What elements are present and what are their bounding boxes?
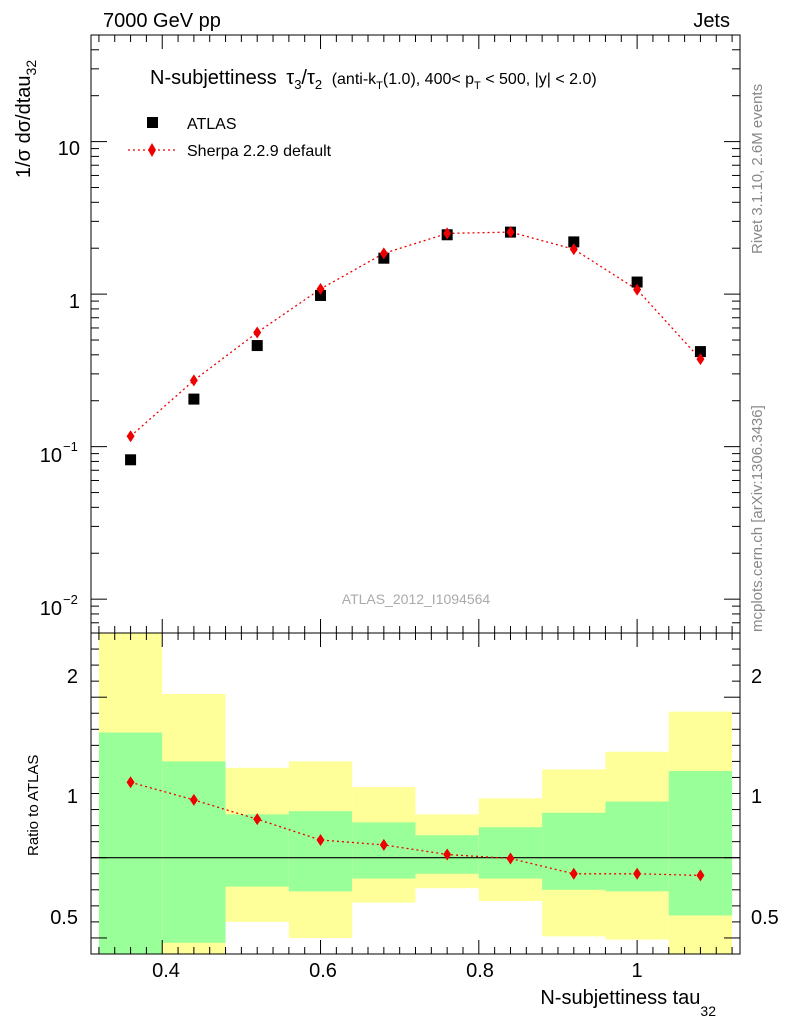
sherpa-point — [126, 430, 135, 443]
main-ticks — [91, 34, 740, 634]
ytick-label-0.01-exp: −2 — [63, 592, 78, 607]
ratio-ylabel: Ratio to ATLAS — [25, 755, 42, 856]
sherpa-line — [130, 231, 701, 437]
ratio-sherpa-point — [189, 793, 198, 806]
ytick-label-0.01-base: 10 — [40, 598, 62, 620]
ratio-ytick-2-right: 2 — [751, 666, 762, 688]
ratio-sherpa-point — [316, 834, 325, 847]
main-panel: 10 1 10 −1 10 −2 1/σ dσ/dtau32 N-subjett… — [13, 34, 741, 634]
atlas-point — [315, 289, 327, 301]
atlas-points — [125, 226, 706, 466]
chart-title: N-subjettiness τ3/τ2 (anti-kT(1.0), 400<… — [150, 67, 597, 94]
ratio-sherpa-point — [633, 867, 642, 880]
ratio-sherpa-point — [696, 869, 705, 882]
ratio-sherpa-points — [126, 776, 705, 882]
ratio-sherpa-point — [506, 852, 515, 865]
atlas-point — [125, 454, 137, 466]
ratio-inner-band — [225, 814, 289, 887]
sherpa-point — [316, 283, 325, 296]
ratio-inner-band — [98, 732, 163, 954]
ratio-sherpa-point — [126, 776, 135, 789]
analysis-watermark: ATLAS_2012_I1094564 — [342, 591, 491, 607]
ytick-label-0.1-base: 10 — [40, 445, 62, 467]
ratio-ytick-1-right: 1 — [751, 786, 762, 808]
ratio-sherpa-point — [569, 867, 578, 880]
main-ylabel: 1/σ dσ/dtau32 — [13, 60, 39, 178]
legend-sherpa-label: Sherpa 2.2.9 default — [187, 143, 332, 160]
ratio-inner-band — [288, 811, 353, 892]
ytick-label-0.1-exp: −1 — [63, 439, 78, 454]
atlas-point — [631, 276, 643, 288]
ratio-sherpa-point — [443, 848, 452, 861]
ratio-inner-band — [668, 771, 733, 916]
ratio-bands — [98, 633, 733, 954]
rivet-version-label: Rivet 3.1.10, 2.6M events — [749, 84, 766, 254]
ratio-inner-band — [162, 761, 226, 943]
ratio-frame — [90, 632, 741, 955]
sherpa-point — [569, 243, 578, 256]
sherpa-point — [253, 326, 262, 339]
xtick-label-0.6: 0.6 — [309, 960, 337, 982]
sherpa-point — [696, 353, 705, 366]
atlas-point — [694, 346, 706, 358]
ratio-sherpa-point — [379, 838, 388, 851]
atlas-point — [188, 393, 200, 405]
ratio-ytick-0.5-right: 0.5 — [751, 907, 779, 929]
ratio-panel: 2 1 0.5 2 1 0.5 0.4 0.6 0.8 1 Ratio to A… — [25, 632, 779, 1019]
ratio-ytick-labels: 2 1 0.5 2 1 0.5 — [50, 666, 779, 929]
sherpa-point — [189, 374, 198, 387]
sherpa-point — [506, 226, 515, 239]
ytick-label-1: 1 — [69, 291, 80, 313]
legend-atlas-label: ATLAS — [187, 116, 237, 133]
ratio-ytick-2-left: 2 — [67, 666, 78, 688]
xtick-label-0.4: 0.4 — [152, 960, 180, 982]
ratio-ytick-0.5-left: 0.5 — [50, 907, 78, 929]
sherpa-point — [443, 227, 452, 240]
xlabel: N-subjettiness tau32 — [540, 987, 716, 1019]
sherpa-point — [379, 247, 388, 260]
header-energy: 7000 GeV pp — [103, 10, 221, 32]
xtick-label-0.8: 0.8 — [466, 960, 494, 982]
sherpa-points — [126, 226, 705, 443]
xtick-labels: 0.4 0.6 0.8 1 — [152, 960, 642, 982]
ratio-sherpa-line — [130, 781, 701, 877]
mcplots-label: mcplots.cern.ch [arXiv:1306.3436] — [749, 405, 766, 632]
main-ytick-labels: 10 1 10 −1 10 −2 — [40, 138, 80, 620]
xtick-label-1: 1 — [631, 960, 642, 982]
ratio-sherpa-point — [253, 813, 262, 826]
legend-sherpa-marker — [148, 143, 156, 157]
legend-atlas-marker — [147, 117, 158, 128]
sherpa-point — [633, 283, 642, 296]
legend: ATLAS Sherpa 2.2.9 default — [128, 116, 332, 160]
header-process: Jets — [693, 10, 730, 32]
atlas-point — [251, 340, 263, 352]
ytick-label-10: 10 — [58, 138, 80, 160]
ratio-ytick-1-left: 1 — [67, 786, 78, 808]
atlas-point — [568, 236, 580, 248]
ratio-ticks — [91, 632, 740, 954]
